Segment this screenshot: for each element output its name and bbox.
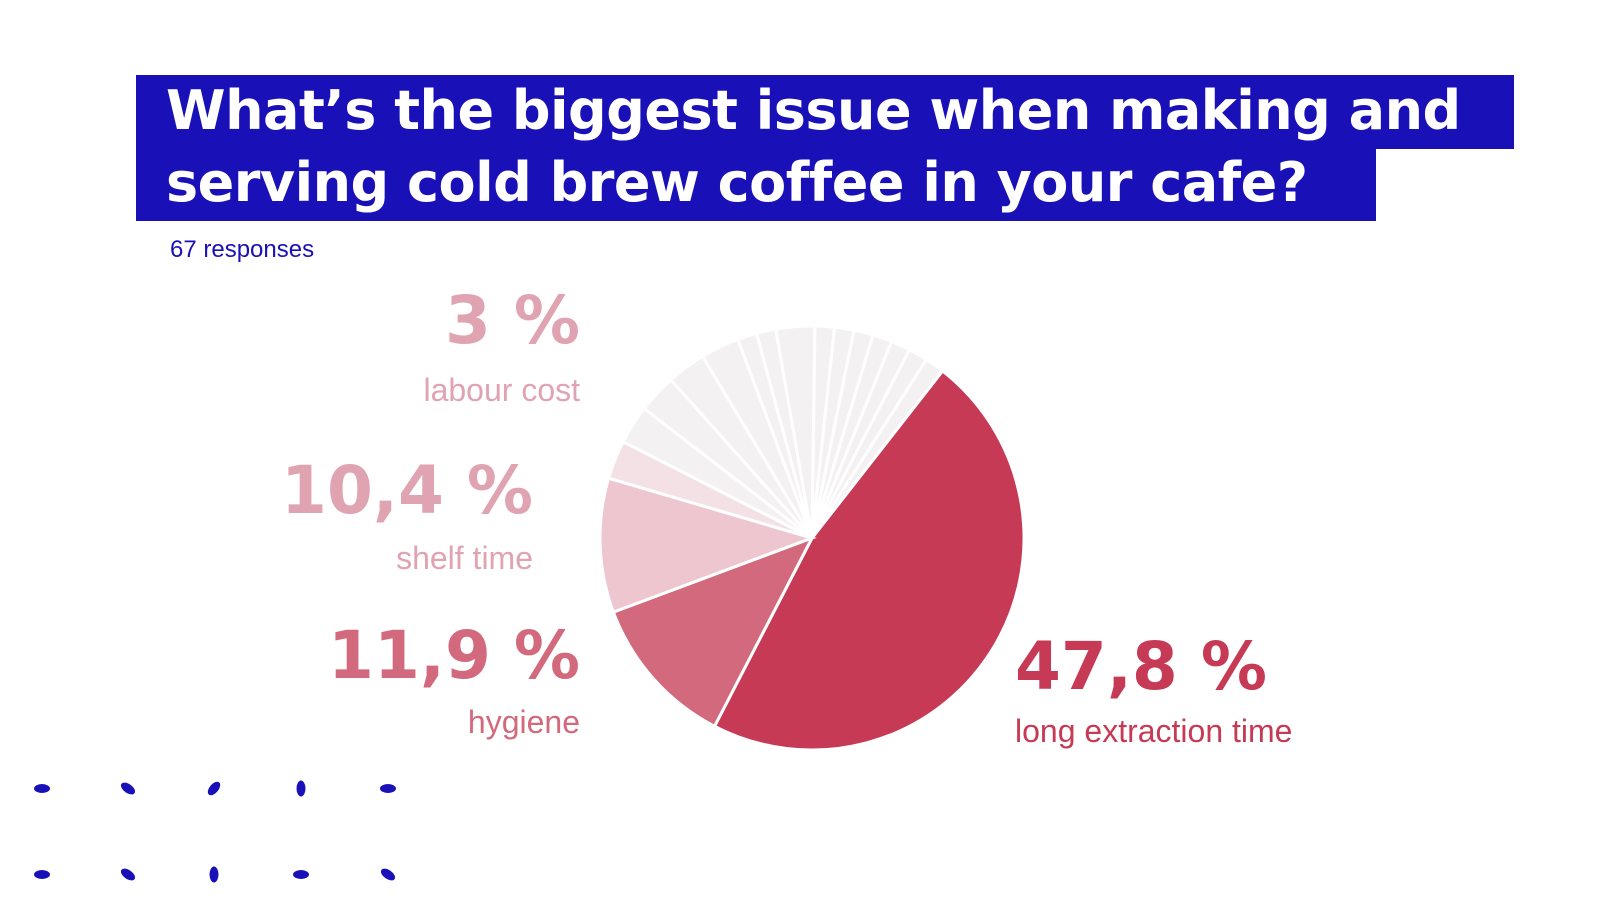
pie-slice-long-extraction-time (712, 368, 1026, 752)
labour-cost-percent: 3 % (444, 282, 580, 359)
labour-cost-label: labour cost (423, 372, 580, 408)
title-band-top (136, 75, 1514, 149)
title-band-bottom (136, 147, 1376, 221)
pie-slice-shelf-time (598, 476, 817, 615)
chart-title-line-1: What’s the biggest issue when making and (166, 79, 1461, 142)
dot-icon (296, 780, 306, 797)
chart-title-line-2: serving cold brew coffee in your cafe? (166, 151, 1308, 214)
shelf-time-label: shelf time (396, 540, 533, 576)
long-extraction-percent: 47,8 % (1015, 628, 1267, 705)
hygiene-label: hygiene (467, 704, 580, 740)
dot-icon (34, 784, 50, 793)
dot-icon (293, 870, 309, 879)
hygiene-percent: 11,9 % (328, 617, 580, 694)
dot-icon (380, 784, 396, 793)
response-count: 67 responses (170, 236, 315, 263)
shelf-time-percent: 10,4 % (281, 452, 533, 529)
pie-slice-other-17 (810, 357, 945, 539)
long-extraction-label: long extraction time (1015, 713, 1293, 749)
pie-slice-hygiene (611, 535, 816, 729)
dot-icon (209, 866, 219, 883)
dot-icon (34, 870, 50, 879)
